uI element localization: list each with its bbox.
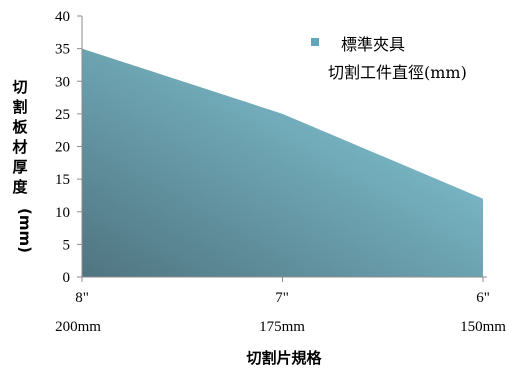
x-tick-label-diameter-0: 200mm [55, 319, 101, 335]
x-tick-label-size-2: 6" [476, 290, 490, 306]
x-axis-title: 切割片規格 [246, 349, 322, 367]
y-axis-title-unit: (mm) [16, 208, 34, 253]
y-tick-label-40: 40 [55, 9, 70, 25]
y-tick-label-25: 25 [55, 107, 70, 123]
x-tick-label-diameter-1: 175mm [259, 319, 305, 335]
x-tick-label-size-0: 8" [75, 290, 89, 306]
y-tick-label-5: 5 [63, 237, 71, 253]
y-tick-label-15: 15 [55, 172, 70, 188]
y-tick-label-20: 20 [55, 140, 70, 156]
legend-marker-standard-fixture [311, 38, 319, 46]
y-tick-label-35: 35 [55, 42, 70, 58]
y-tick-labels: 0 5 10 15 20 25 30 35 40 [55, 9, 70, 286]
axes-layer [77, 15, 487, 282]
x-tick-labels: 8" 200mm 7" 175mm 6" 150mm [55, 290, 506, 335]
y-axis-title-char-4: 厚 [12, 158, 27, 176]
legend-subtitle: 切割工件直徑(mm) [328, 63, 467, 82]
y-tick-label-30: 30 [55, 74, 70, 90]
y-axis-title-char-3: 材 [12, 138, 27, 156]
series-area-standard-fixture [82, 48, 483, 277]
y-tick-label-0: 0 [63, 270, 71, 286]
y-tick-label-10: 10 [55, 205, 70, 221]
y-axis-title-char-2: 板 [12, 118, 28, 136]
x-tick-label-size-1: 7" [275, 290, 289, 306]
y-axis-title-char-5: 度 [12, 178, 28, 196]
x-tick-label-diameter-2: 150mm [460, 319, 506, 335]
area-layer [82, 48, 483, 277]
y-axis-title-char-0: 切 [12, 78, 27, 96]
legend-label-standard-fixture: 標準夾具 [341, 35, 405, 54]
y-axis-title-char-1: 割 [12, 98, 27, 116]
